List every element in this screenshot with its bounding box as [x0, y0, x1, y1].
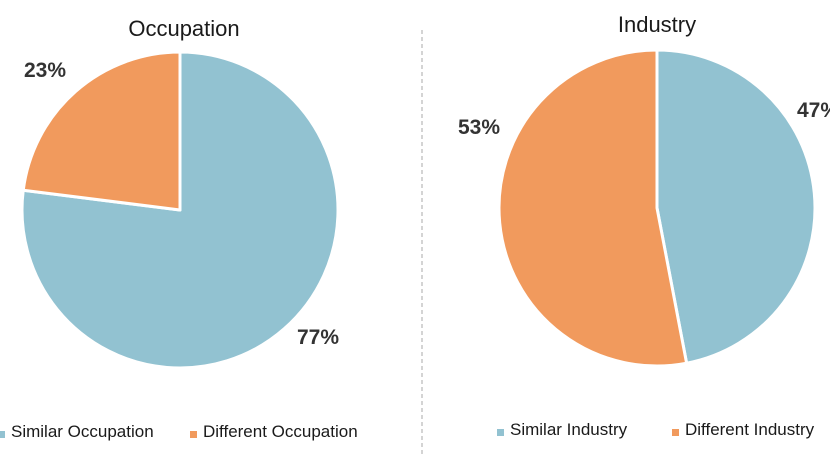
pie-slice-different-occupation	[21, 50, 182, 212]
data-label-similar-industry: 47%	[797, 99, 830, 122]
industry-pie: 47% 53%	[458, 48, 830, 368]
legend-swatch-similar-industry	[497, 429, 504, 436]
pie-slice-similar-industry	[655, 48, 817, 365]
legend-label-similar-industry: Similar Industry	[510, 420, 628, 439]
industry-legend: Similar Industry Different Industry	[497, 420, 815, 439]
occupation-chart-title: Occupation	[128, 16, 239, 41]
legend-label-different-occupation: Different Occupation	[203, 422, 358, 441]
pie-slice-similar-occupation	[20, 50, 340, 370]
occupation-legend: Similar Occupation Different Occupation	[0, 422, 358, 441]
data-label-similar-occupation: 77%	[297, 326, 339, 349]
legend-label-different-industry: Different Industry	[685, 420, 815, 439]
industry-chart-title: Industry	[618, 12, 696, 37]
legend-label-similar-occupation: Similar Occupation	[11, 422, 154, 441]
data-label-different-occupation: 23%	[24, 59, 66, 82]
legend-swatch-different-industry	[672, 429, 679, 436]
pie-slice-different-industry	[497, 48, 689, 368]
legend-swatch-different-occupation	[190, 431, 197, 438]
legend-swatch-similar-occupation	[0, 431, 5, 438]
occupation-pie: 77% 23%	[20, 50, 340, 370]
data-label-different-industry: 53%	[458, 116, 500, 139]
